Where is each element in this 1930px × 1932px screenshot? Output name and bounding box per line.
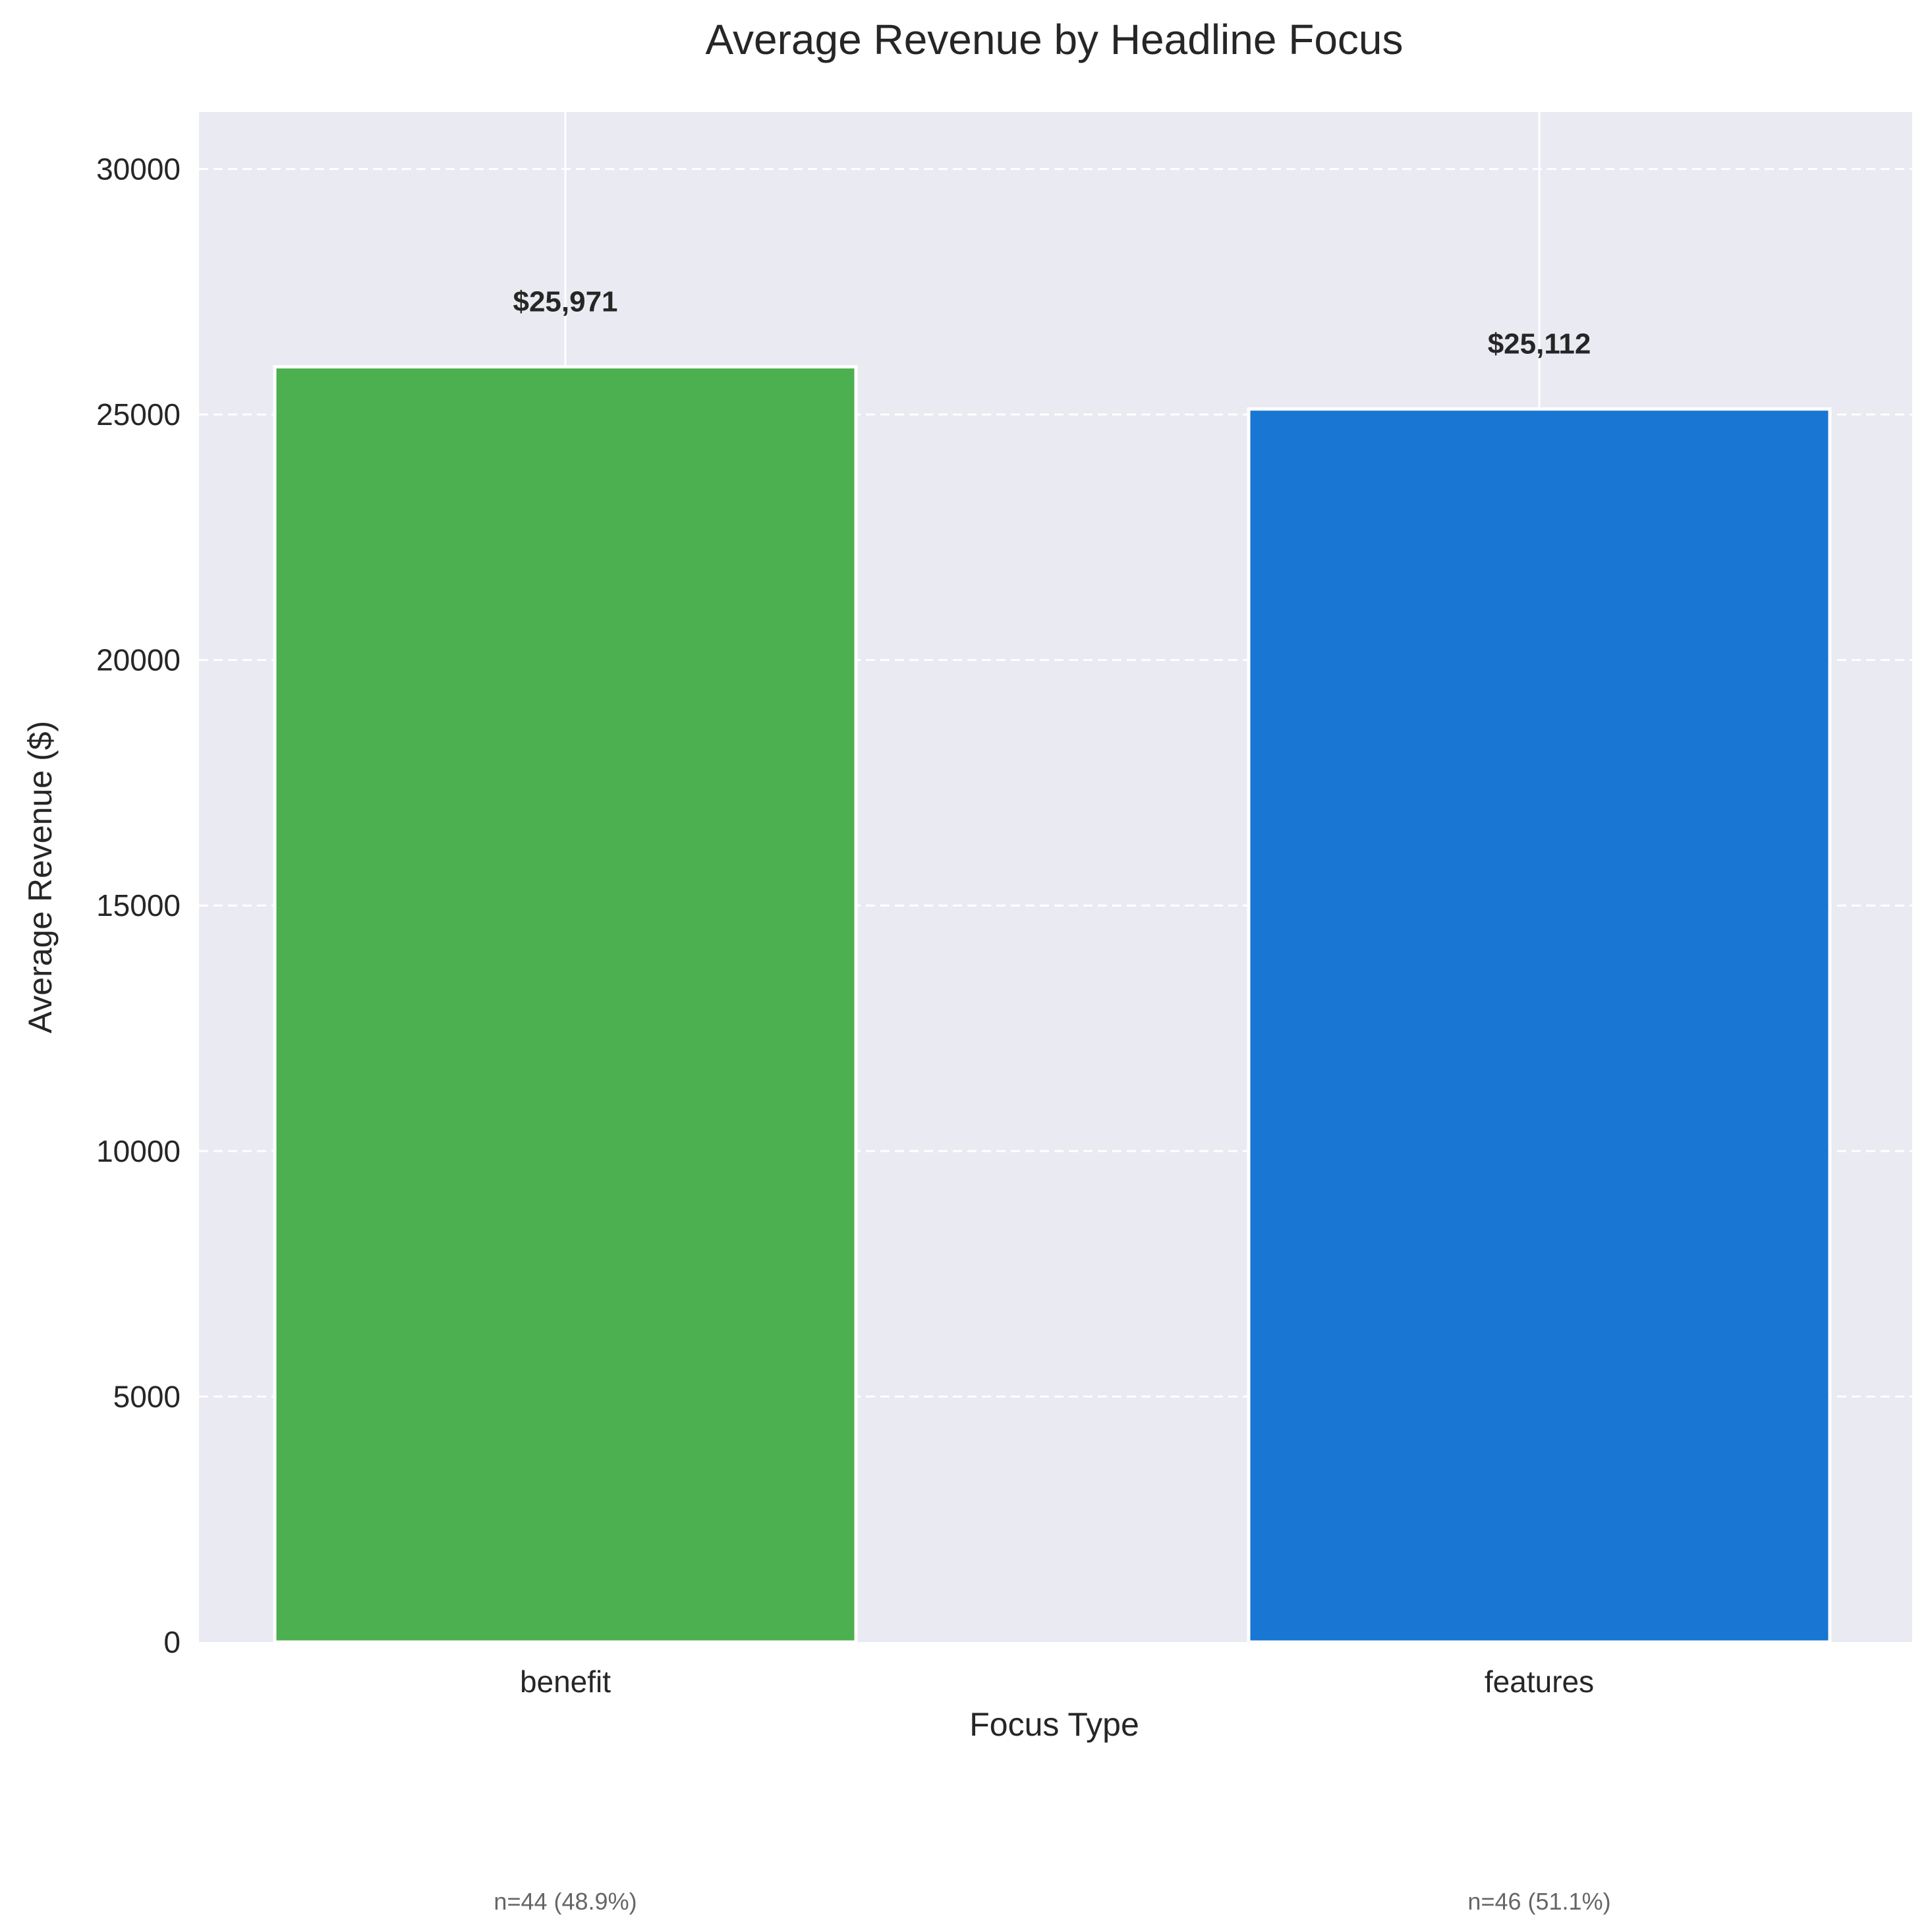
y-tick-label: 20000 <box>96 643 181 677</box>
labels: 0 5000 10000 15000 20000 25000 30000 $25,971 ben… <box>96 152 1611 1915</box>
sample-note-benefit: n=44 (48.9%) <box>494 1888 637 1915</box>
x-axis-label: Focus Type <box>969 1706 1139 1743</box>
x-tick-label-features: features <box>1485 1664 1594 1699</box>
y-tick-label: 0 <box>163 1625 181 1659</box>
y-tick-label: 15000 <box>96 888 181 923</box>
sample-note-features: n=46 (51.1%) <box>1467 1888 1610 1915</box>
y-axis-label: Average Revenue ($) <box>22 721 59 1033</box>
data-label-benefit: $25,971 <box>513 286 617 318</box>
y-tick-label: 10000 <box>96 1134 181 1168</box>
y-tick-label: 25000 <box>96 397 181 432</box>
bar-benefit <box>273 365 858 1644</box>
bar-features <box>1247 407 1832 1644</box>
y-tick-label: 30000 <box>96 152 181 186</box>
chart-title: Average Revenue by Headline Focus <box>705 16 1403 63</box>
bars <box>273 365 1832 1644</box>
x-tick-label-benefit: benefit <box>520 1664 611 1699</box>
data-label-features: $25,112 <box>1488 328 1591 360</box>
y-tick-label: 5000 <box>113 1379 181 1413</box>
